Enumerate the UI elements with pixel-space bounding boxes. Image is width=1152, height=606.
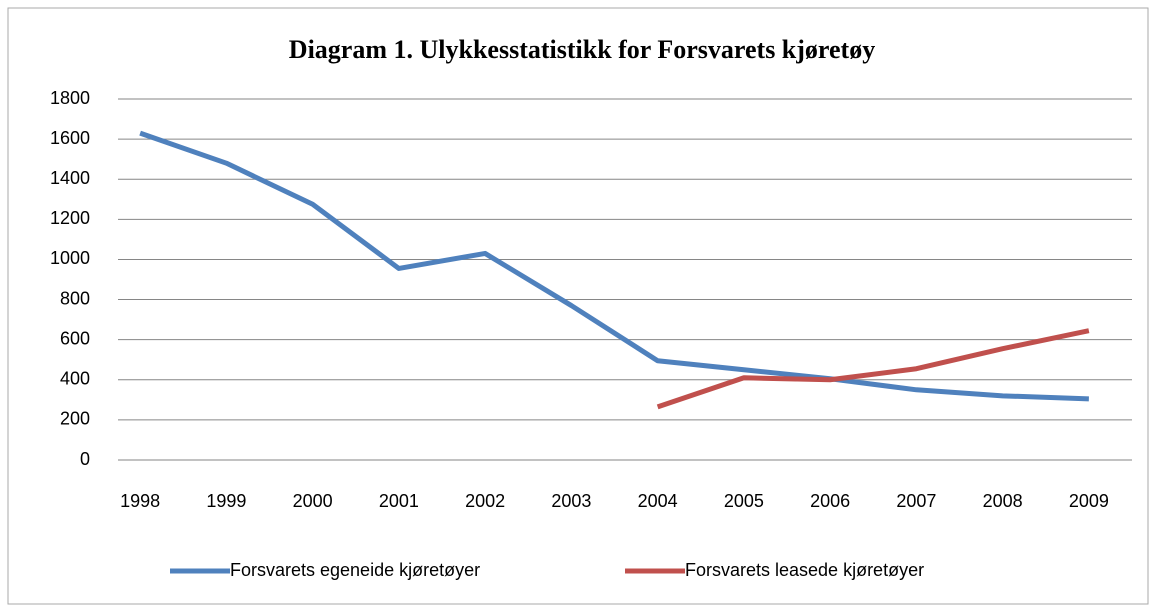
series-line [656,328,1090,410]
series-line [139,130,1089,402]
x-tick-label: 2001 [379,491,419,511]
x-tick-label: 2007 [896,491,936,511]
x-tick-label: 2006 [810,491,850,511]
x-tick-label: 2003 [551,491,591,511]
x-tick-label: 1998 [120,491,160,511]
x-tick-label: 2002 [465,491,505,511]
x-tick-label: 2000 [293,491,333,511]
y-tick-label: 1600 [50,128,90,148]
y-tick-label: 1000 [50,248,90,268]
x-tick-label: 2005 [724,491,764,511]
chart-title: Diagram 1. Ulykkesstatistikk for Forsvar… [289,35,875,64]
x-tick-label: 1999 [206,491,246,511]
x-tick-label: 2004 [638,491,678,511]
y-tick-label: 400 [60,369,90,389]
y-tick-label: 1200 [50,208,90,228]
x-tick-label: 2009 [1069,491,1109,511]
legend-label: Forsvarets leasede kjøretøyer [685,560,924,580]
x-tick-label: 2008 [983,491,1023,511]
y-tick-label: 600 [60,328,90,348]
chart-frame [7,7,1149,605]
y-tick-label: 1400 [50,168,90,188]
legend-label: Forsvarets egeneide kjøretøyer [230,560,480,580]
y-tick-label: 200 [60,409,90,429]
y-tick-label: 0 [80,449,90,469]
y-tick-label: 800 [60,288,90,308]
y-tick-label: 1800 [50,88,90,108]
